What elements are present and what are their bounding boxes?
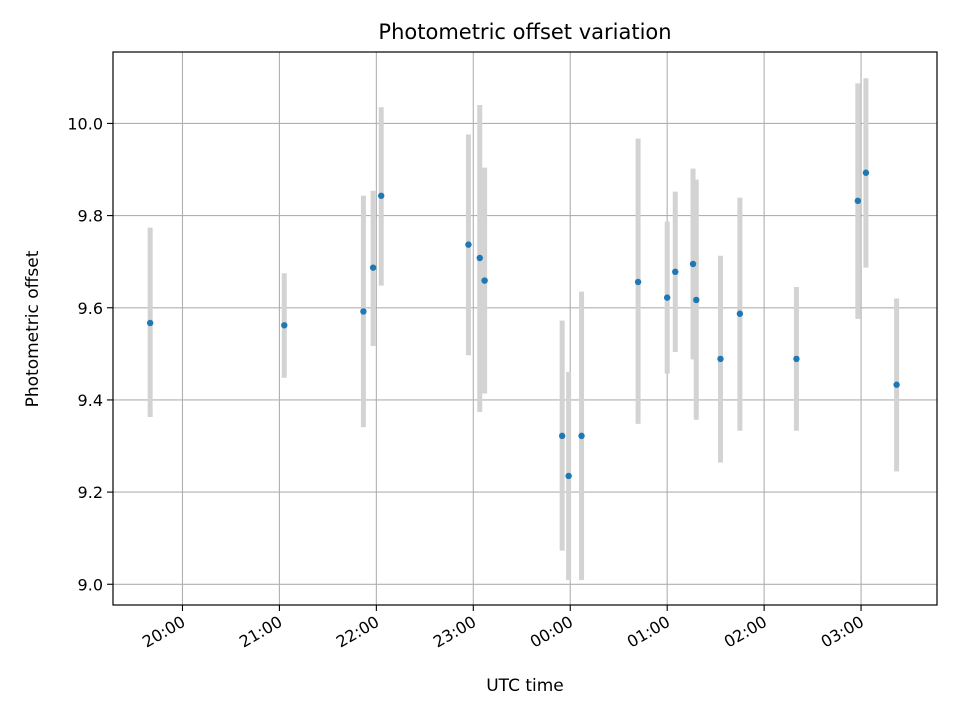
data-points [146, 169, 900, 480]
data-point [634, 278, 642, 286]
y-axis: 9.0 9.2 9.4 9.6 9.8 10.0 [67, 114, 113, 594]
data-point [663, 294, 671, 301]
grid [113, 52, 937, 605]
chart-title: Photometric offset variation [378, 20, 671, 44]
y-tick-label: 9.0 [78, 575, 103, 594]
data-point [369, 264, 377, 271]
y-tick-label: 9.8 [78, 207, 103, 226]
data-point [717, 355, 724, 363]
data-point [689, 260, 697, 268]
x-axis-label: UTC time [486, 676, 564, 696]
plot-frame [112, 51, 938, 606]
y-tick-label: 10.0 [67, 114, 103, 133]
data-point [146, 319, 154, 327]
data-point [558, 432, 566, 440]
data-point [578, 432, 585, 440]
data-point [893, 381, 900, 388]
data-point [481, 277, 488, 284]
data-point [476, 254, 483, 262]
data-point [360, 308, 367, 315]
data-point [378, 192, 385, 199]
data-point [736, 310, 744, 317]
data-point [693, 296, 700, 304]
data-point [565, 472, 572, 480]
data-point [854, 197, 862, 205]
y-tick-label: 9.4 [78, 391, 103, 410]
data-point [672, 268, 679, 276]
data-point [793, 355, 800, 363]
data-point [862, 169, 870, 176]
data-point [465, 241, 472, 248]
data-point [281, 322, 288, 329]
y-tick-label: 9.6 [78, 299, 103, 318]
y-axis-label: Photometric offset [23, 250, 43, 407]
y-tick-label: 9.2 [78, 483, 103, 502]
